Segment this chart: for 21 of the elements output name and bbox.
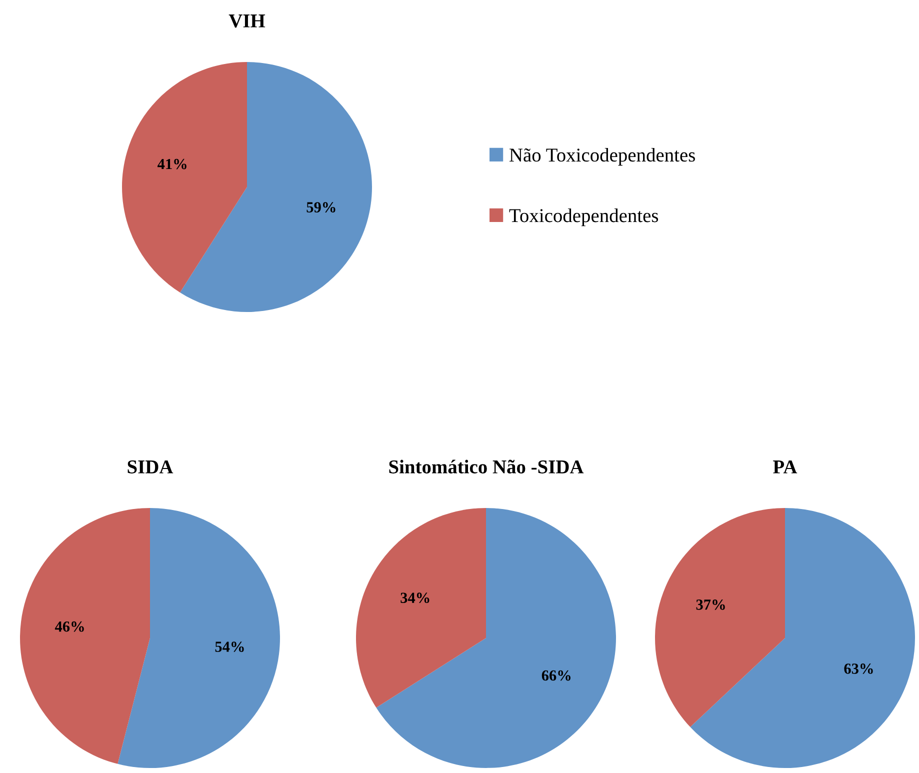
pie-slice bbox=[356, 508, 486, 708]
chart-title: Sintomático Não -SIDA bbox=[389, 460, 584, 474]
data-label: 41% bbox=[158, 158, 186, 170]
data-label: 54% bbox=[215, 642, 244, 652]
pie-slice bbox=[376, 508, 616, 768]
data-label: 66% bbox=[542, 670, 570, 681]
pie-slice bbox=[690, 508, 915, 768]
pie-slice bbox=[20, 508, 150, 764]
data-label: 46% bbox=[54, 621, 84, 632]
pie-slice bbox=[655, 508, 785, 727]
data-label: 34% bbox=[400, 592, 430, 604]
chart-title: SIDA bbox=[128, 460, 174, 474]
chart-title: PA bbox=[773, 460, 798, 474]
legend-label: Não Toxicodependentes bbox=[510, 148, 695, 166]
pie-slice bbox=[118, 508, 280, 768]
data-label: 63% bbox=[844, 664, 873, 674]
legend-label: Toxicodependentes bbox=[509, 208, 658, 226]
data-label: 37% bbox=[696, 600, 725, 610]
pie-slice bbox=[122, 62, 247, 293]
data-label: 59% bbox=[306, 202, 336, 212]
chart-title: VIH bbox=[228, 14, 266, 28]
